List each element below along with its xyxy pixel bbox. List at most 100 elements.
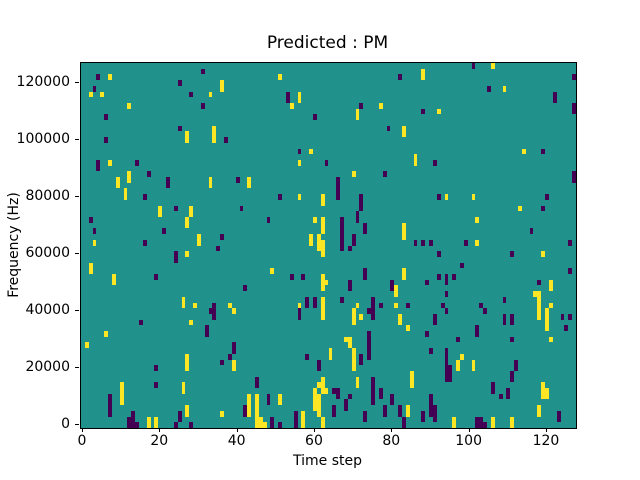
heatmap-cell — [351, 313, 356, 320]
heatmap-cell — [316, 382, 321, 389]
heatmap-cell — [452, 422, 457, 428]
heatmap-cell — [227, 302, 232, 309]
heatmap-cell — [119, 393, 124, 400]
heatmap-cell — [401, 131, 406, 138]
heatmap-cell — [204, 331, 209, 337]
heatmap-cell — [378, 388, 383, 394]
heatmap-cell — [177, 410, 182, 417]
heatmap-cell — [200, 68, 205, 75]
heatmap-cell — [359, 205, 364, 212]
heatmap-cell — [444, 274, 449, 280]
heatmap-cell — [166, 182, 170, 189]
heatmap-cell — [227, 353, 232, 360]
heatmap-cell — [231, 308, 236, 314]
heatmap-cell — [146, 171, 151, 178]
heatmap-cell — [436, 251, 441, 257]
heatmap-cell — [301, 416, 306, 423]
heatmap-cell — [255, 399, 259, 406]
heatmap-cell — [394, 302, 399, 309]
heatmap-cell — [490, 382, 495, 389]
heatmap-cell — [343, 336, 348, 343]
heatmap-cell — [142, 239, 147, 246]
x-axis-tick-label: 20 — [150, 433, 169, 449]
heatmap-cell — [100, 91, 105, 98]
heatmap-cell — [347, 279, 352, 286]
heatmap-cell — [537, 302, 542, 309]
heatmap-cell — [347, 393, 352, 400]
heatmap-cell — [401, 274, 406, 280]
heatmap-cell — [316, 239, 321, 246]
heatmap-cell — [297, 91, 302, 98]
heatmap-cell — [394, 291, 399, 297]
heatmap-cell — [309, 234, 314, 240]
heatmap-cell — [568, 239, 573, 246]
heatmap-cell — [320, 285, 325, 292]
heatmap-cell — [92, 85, 97, 92]
heatmap-cell — [108, 159, 112, 166]
heatmap-cell — [266, 393, 271, 400]
heatmap-cell — [158, 205, 163, 212]
x-axis-tick — [545, 428, 547, 432]
heatmap-cell — [313, 393, 317, 400]
heatmap-cell — [266, 216, 271, 223]
heatmap-cell — [320, 216, 325, 223]
heatmap-cell — [471, 365, 476, 371]
heatmap-cell — [572, 108, 576, 115]
heatmap-cell — [398, 319, 402, 326]
heatmap-cell — [320, 388, 325, 394]
heatmap-cell — [502, 85, 507, 92]
heatmap-cell — [475, 325, 480, 332]
heatmap-cell — [255, 382, 259, 389]
heatmap-cell — [371, 388, 375, 394]
y-axis-label: Frequency (Hz) — [6, 192, 22, 298]
heatmap-cell — [220, 410, 225, 417]
heatmap-cell — [197, 239, 201, 246]
heatmap-cell — [541, 205, 546, 212]
heatmap-cell — [548, 302, 553, 309]
heatmap-cell — [258, 422, 263, 428]
heatmap-cell — [490, 422, 495, 428]
heatmap-cell — [212, 125, 217, 132]
heatmap-cell — [382, 405, 387, 411]
heatmap-cell — [320, 245, 325, 252]
heatmap-cell — [293, 416, 298, 423]
heatmap-cell — [429, 410, 433, 417]
heatmap-cell — [204, 325, 209, 332]
heatmap-cell — [181, 382, 186, 389]
heatmap-cell — [208, 308, 213, 314]
heatmap-cell — [510, 336, 515, 343]
heatmap-cell — [313, 216, 317, 223]
heatmap-cell — [255, 405, 259, 411]
heatmap-cell — [545, 313, 549, 320]
heatmap-cell — [347, 245, 352, 252]
heatmap-cell — [108, 399, 112, 406]
heatmap-cell — [177, 416, 182, 423]
heatmap-cell — [355, 216, 360, 223]
heatmap-cell — [432, 405, 437, 411]
heatmap-cell — [316, 359, 321, 366]
heatmap-cell — [216, 245, 221, 252]
heatmap-cell — [146, 416, 151, 423]
heatmap-cell — [146, 422, 151, 428]
heatmap-cell — [359, 199, 364, 206]
heatmap-cell — [363, 228, 368, 235]
heatmap-cell — [123, 188, 128, 195]
y-axis-tick — [75, 253, 79, 255]
heatmap-cell — [371, 313, 375, 320]
heatmap-cell — [289, 102, 294, 109]
heatmap-cell — [115, 182, 120, 189]
heatmap-cell — [510, 313, 515, 320]
heatmap-cell — [96, 74, 101, 81]
heatmap-cell — [343, 405, 348, 411]
heatmap-cell — [181, 296, 186, 303]
heatmap-cell — [96, 159, 101, 166]
heatmap-cell — [320, 274, 325, 280]
heatmap-cell — [297, 313, 302, 320]
heatmap-cell — [490, 416, 495, 423]
heatmap-cell — [293, 410, 298, 417]
heatmap-cell — [108, 74, 112, 81]
heatmap-cell — [405, 325, 410, 332]
heatmap-cell — [475, 239, 480, 246]
heatmap-cell — [340, 245, 344, 252]
heatmap-cell — [189, 205, 194, 212]
